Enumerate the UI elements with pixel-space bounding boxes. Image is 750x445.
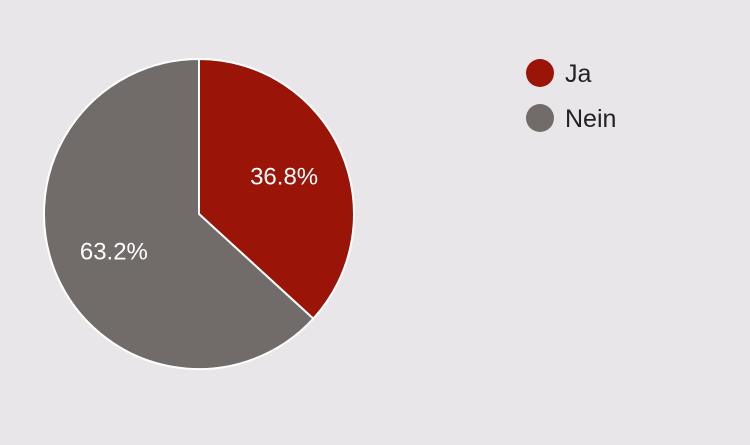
slice-label: 36.8% (250, 164, 318, 191)
legend-marker-nein (526, 104, 554, 132)
legend-label: Nein (565, 105, 616, 133)
pie-slice-nein (43, 57, 315, 370)
slice-label: 63.2% (80, 238, 148, 265)
pie-slice-ja (198, 57, 355, 321)
legend-marker-ja (526, 59, 554, 87)
legend-label: Ja (565, 60, 592, 88)
